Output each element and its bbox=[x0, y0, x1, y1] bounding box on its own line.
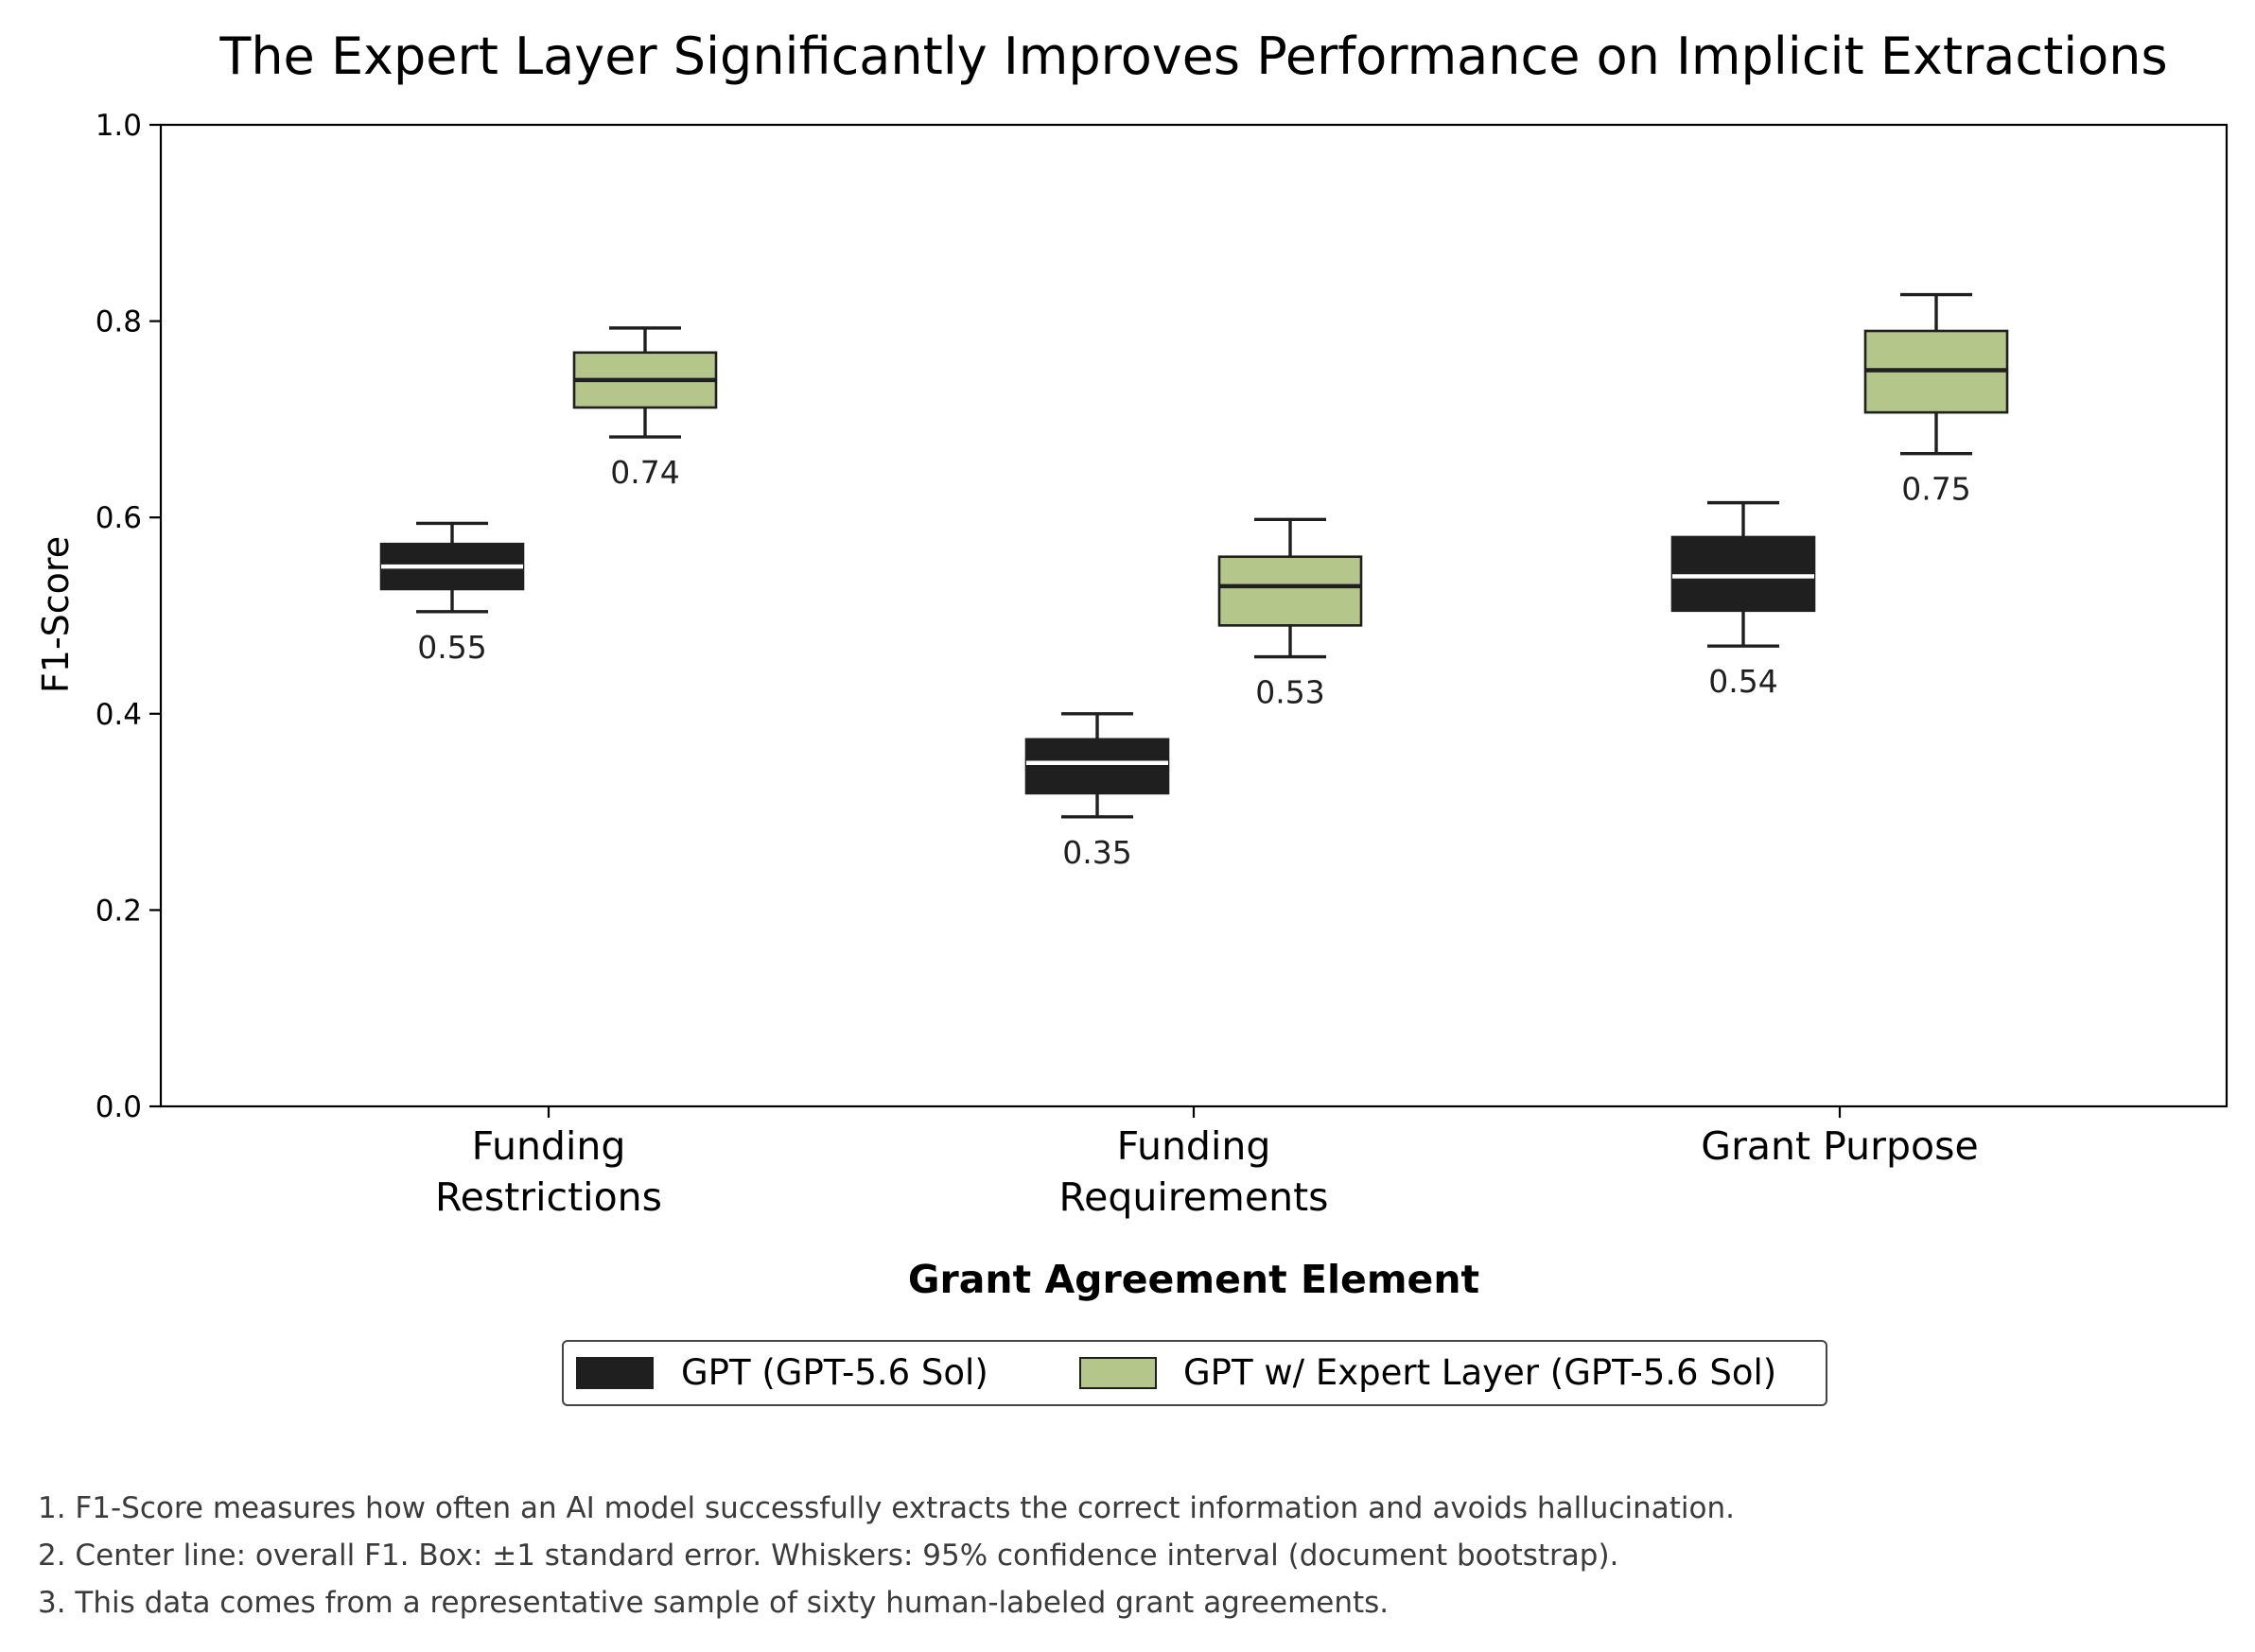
legend-box bbox=[562, 1340, 1827, 1406]
box-gpt-2: 0.54 bbox=[1670, 500, 1816, 700]
y-tick-label: 0.4 bbox=[96, 698, 142, 732]
legend-swatch-1 bbox=[1079, 1357, 1157, 1389]
y-tick-label: 0.8 bbox=[96, 305, 142, 339]
x-axis-label: Grant Agreement Element bbox=[908, 1257, 1479, 1302]
x-tick-label: Funding Restrictions bbox=[435, 1123, 662, 1220]
x-tick-label-line: Grant Purpose bbox=[1701, 1123, 1978, 1169]
standard-error-box bbox=[1670, 535, 1816, 613]
legend-label-0: GPT (GPT-5.6 Sol) bbox=[681, 1352, 988, 1393]
y-tick-label: 0.0 bbox=[96, 1090, 142, 1124]
footnotes: 1. F1-Score measures how often an AI mod… bbox=[38, 1485, 1735, 1626]
box-gpt-1: 0.35 bbox=[1024, 712, 1170, 871]
x-tick-label-line: Funding bbox=[472, 1123, 626, 1169]
legend-swatch-0 bbox=[576, 1357, 654, 1389]
y-tick-label: 0.6 bbox=[96, 501, 142, 535]
footnote-1: 1. F1-Score measures how often an AI mod… bbox=[38, 1491, 1735, 1525]
box-expert-1: 0.53 bbox=[1217, 517, 1363, 711]
footnote-3: 3. This data comes from a representative… bbox=[38, 1586, 1390, 1620]
box-gpt-0: 0.55 bbox=[379, 521, 525, 666]
standard-error-box bbox=[1217, 555, 1363, 627]
value-label: 0.35 bbox=[1062, 834, 1131, 871]
box-expert-0: 0.74 bbox=[572, 326, 718, 491]
footnote-2: 2. Center line: overall F1. Box: ±1 stan… bbox=[38, 1539, 1619, 1573]
value-label: 0.74 bbox=[610, 454, 679, 491]
value-label: 0.53 bbox=[1255, 674, 1324, 711]
value-label: 0.75 bbox=[1901, 471, 1970, 508]
value-label: 0.55 bbox=[417, 629, 486, 666]
value-label: 0.54 bbox=[1708, 663, 1777, 700]
x-tick-label: Funding Requirements bbox=[1058, 1123, 1328, 1220]
x-tick-label-line: Requirements bbox=[1058, 1174, 1328, 1220]
plot-frame bbox=[159, 123, 2229, 1108]
chart-title: The Expert Layer Significantly Improves … bbox=[219, 26, 2167, 86]
y-tick-label: 1.0 bbox=[96, 109, 142, 143]
y-tick-label: 0.2 bbox=[96, 894, 142, 928]
standard-error-box bbox=[1024, 738, 1170, 795]
y-axis-label: F1-Score bbox=[35, 536, 77, 693]
x-tick-label: Grant Purpose bbox=[1701, 1123, 1978, 1169]
legend-label-1: GPT w/ Expert Layer (GPT-5.6 Sol) bbox=[1183, 1352, 1776, 1393]
x-tick-label-line: Funding bbox=[1117, 1123, 1271, 1169]
box-expert-2: 0.75 bbox=[1863, 292, 2009, 508]
x-tick-label-line: Restrictions bbox=[435, 1174, 662, 1220]
